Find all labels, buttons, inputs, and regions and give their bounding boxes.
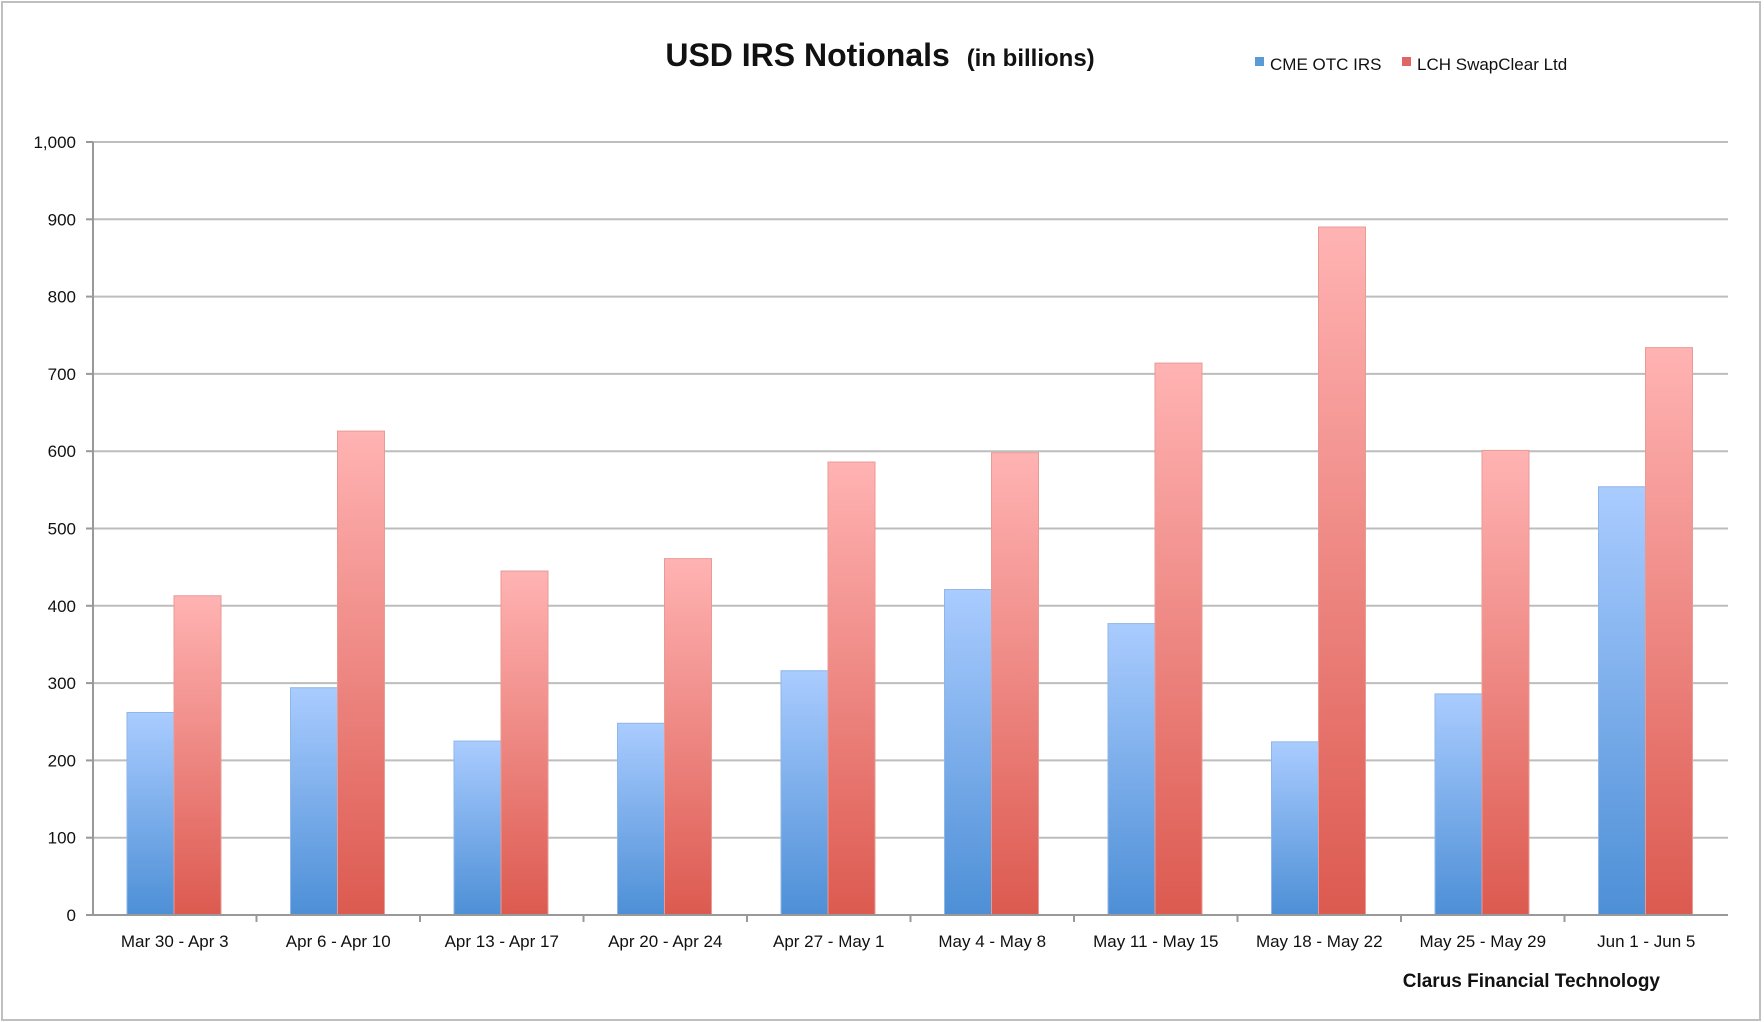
x-tick-label: Apr 27 - May 1 (773, 932, 885, 951)
x-tick-label: May 25 - May 29 (1419, 932, 1546, 951)
x-tick-label: Apr 20 - Apr 24 (608, 932, 722, 951)
bar-lch-swapclear-ltd (1481, 449, 1530, 916)
legend-swatch-lch (1402, 57, 1411, 66)
bar-cme-otc-irs (1598, 486, 1646, 916)
y-tick-label: 1,000 (33, 133, 76, 152)
bar-cme-otc-irs (944, 589, 992, 916)
chart-title-main: USD IRS Notionals (665, 37, 949, 73)
chart-title: USD IRS Notionals (in billions) (665, 37, 1094, 73)
x-tick-label: May 4 - May 8 (938, 932, 1046, 951)
bar-lch-swapclear-ltd (500, 570, 549, 916)
bar-cme-otc-irs (453, 740, 502, 916)
bar-lch-swapclear-ltd (337, 430, 385, 916)
x-tick-label: Mar 30 - Apr 3 (121, 932, 229, 951)
legend-swatch-cme (1255, 57, 1264, 66)
legend-label-lch: LCH SwapClear Ltd (1417, 55, 1567, 74)
x-tick-label: May 11 - May 15 (1093, 932, 1218, 951)
bar-cme-otc-irs (126, 711, 175, 916)
y-tick-label: 800 (48, 288, 76, 307)
bar-lch-swapclear-ltd (173, 595, 222, 916)
legend: CME OTC IRS LCH SwapClear Ltd (1255, 55, 1567, 74)
x-tick-label: Jun 1 - Jun 5 (1597, 932, 1695, 951)
y-tick-label: 200 (48, 751, 76, 770)
y-tick-label: 600 (48, 442, 76, 461)
bar-cme-otc-irs (1271, 741, 1319, 916)
x-axis-tick-labels: Mar 30 - Apr 3 Apr 6 - Apr 10 Apr 13 - Apr… (121, 915, 1695, 951)
bar-lch-swapclear-ltd (827, 461, 876, 916)
x-tick-label: Apr 6 - Apr 10 (286, 932, 391, 951)
y-tick-label: 700 (48, 365, 76, 384)
bar-lch-swapclear-ltd (664, 558, 712, 916)
y-tick-label: 100 (48, 829, 76, 848)
legend-label-cme: CME OTC IRS (1270, 55, 1381, 74)
y-tick-label: 300 (48, 674, 76, 693)
bar-lch-swapclear-ltd (1318, 226, 1366, 916)
bar-cme-otc-irs (617, 722, 665, 916)
bar-cme-otc-irs (780, 670, 829, 916)
bars (126, 226, 1693, 916)
bar-cme-otc-irs (1107, 623, 1156, 916)
bar-lch-swapclear-ltd (991, 452, 1039, 916)
y-tick-label: 500 (48, 520, 76, 539)
x-tick-label: Apr 13 - Apr 17 (445, 932, 559, 951)
bar-lch-swapclear-ltd (1154, 362, 1203, 916)
source-credit: Clarus Financial Technology (1403, 971, 1661, 992)
y-tick-label: 400 (48, 597, 76, 616)
bar-lch-swapclear-ltd (1645, 347, 1693, 916)
bar-cme-otc-irs (1434, 693, 1483, 916)
x-tick-label: May 18 - May 22 (1256, 932, 1383, 951)
chart-subtitle: (in billions) (967, 45, 1095, 72)
y-tick-label: 900 (48, 210, 76, 229)
y-tick-label: 0 (67, 906, 76, 925)
y-axis-tick-labels: 0 100 200 300 400 500 600 700 800 900 1,000 (33, 133, 76, 925)
bar-cme-otc-irs (290, 687, 338, 916)
